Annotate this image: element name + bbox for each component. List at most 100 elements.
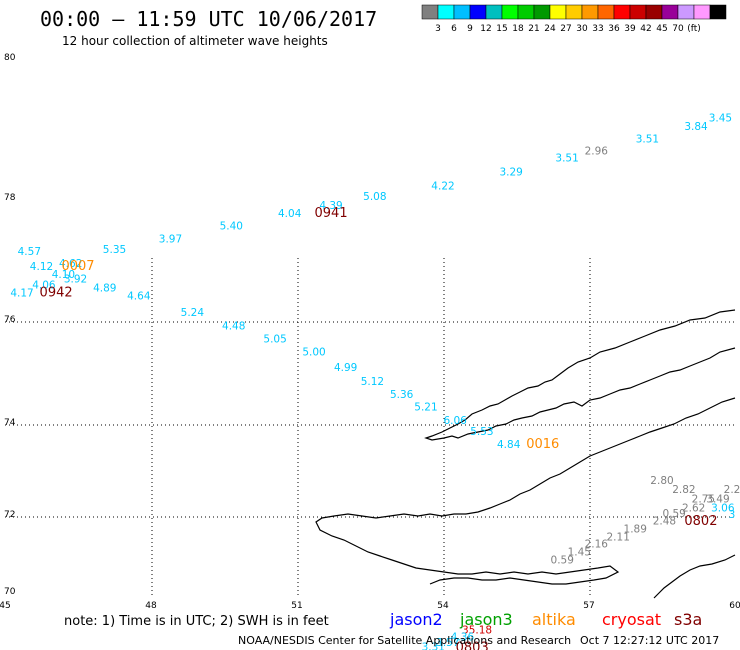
grid xyxy=(5,258,735,598)
pass-time-label: 0803 xyxy=(456,640,489,650)
wave-height-label: 4.64 xyxy=(127,290,151,302)
colorbar-swatch xyxy=(629,4,647,20)
colorbar-label: 36 xyxy=(608,24,620,34)
wave-height-labels: 3.453.84 3.51 2.96 3.51 3.29 4.22 5.08 4.390941… xyxy=(10,113,740,650)
colorbar: 3 6 9 12 15 18 21 24 27 30 33 36 39 42 45 70 (ft) xyxy=(421,4,727,34)
wave-height-label: 0.59 xyxy=(662,508,685,520)
colorbar-swatch xyxy=(501,4,519,20)
colorbar-swatch xyxy=(693,4,711,20)
colorbar-label: 3 xyxy=(435,24,441,34)
wave-height-label: 2.11 xyxy=(607,531,630,543)
coastline-east xyxy=(653,554,736,599)
colorbar-label: 18 xyxy=(512,24,524,34)
y-tick-label: 72 xyxy=(4,510,15,520)
y-tick-label: 78 xyxy=(4,193,16,203)
pass-time-label: 0941 xyxy=(315,206,348,221)
credit-text: NOAA/NESDIS Center for Satellite Applica… xyxy=(238,634,571,647)
wave-height-label: 4.22 xyxy=(431,181,454,193)
colorbar-swatch xyxy=(661,4,679,20)
colorbar-label: 9 xyxy=(467,24,473,34)
wave-height-label: 5.05 xyxy=(263,334,286,346)
x-tick-label: 45 xyxy=(0,601,11,611)
wave-height-label: 4.17 xyxy=(10,287,33,299)
timestamp-text: Oct 7 12:27:12 UTC 2017 xyxy=(580,634,719,647)
wave-height-label: 3.49 xyxy=(706,493,729,505)
map-subtitle: 12 hour collection of altimeter wave hei… xyxy=(62,34,328,48)
x-tick-label: 54 xyxy=(437,601,449,611)
wave-height-label: 4.84 xyxy=(497,439,521,451)
pass-time-label: 0942 xyxy=(40,285,73,300)
wave-height-label: 2.96 xyxy=(585,146,609,158)
wave-height-label: 3.92 xyxy=(64,273,87,285)
colorbar-swatch xyxy=(645,4,663,20)
wave-height-label: 5.53 xyxy=(470,426,493,438)
wave-height-label: 2.82 xyxy=(672,484,695,496)
x-tick-label: 51 xyxy=(291,601,302,611)
wave-height-label: 4.48 xyxy=(222,321,245,333)
colorbar-swatch xyxy=(485,4,503,20)
legend-cryosat: cryosat xyxy=(602,610,661,629)
map-frame: 45 48 51 54 57 60 80 78 76 74 72 70 3.453.84 3.51 2.… xyxy=(0,53,740,650)
pass-time-label: 0007 xyxy=(61,259,94,274)
colorbar-label: 21 xyxy=(528,24,539,34)
colorbar-swatch xyxy=(581,4,599,20)
wave-height-label: 5.40 xyxy=(220,220,243,232)
wave-height-label: 4.99 xyxy=(334,362,357,374)
wave-height-label: 1.89 xyxy=(624,523,647,535)
colorbar-swatch xyxy=(709,4,727,20)
wave-height-label: 3.06 xyxy=(711,502,735,514)
colorbar-label: 12 xyxy=(480,24,491,34)
colorbar-swatch xyxy=(453,4,471,20)
wave-height-label: 2.2 xyxy=(724,484,740,496)
colorbar-swatch xyxy=(421,4,439,20)
colorbar-label: 6 xyxy=(451,24,457,34)
legend-jason2: jason2 xyxy=(389,610,443,629)
x-tick-label: 57 xyxy=(583,601,594,611)
wave-height-label: 3 xyxy=(729,509,736,521)
colorbar-label: 45 xyxy=(656,24,667,34)
wave-height-label: 3.57 xyxy=(436,637,459,649)
wave-height-label: 3.45 xyxy=(709,113,732,125)
colorbar-swatch xyxy=(533,4,551,20)
wave-height-label: 2.80 xyxy=(650,475,673,487)
colorbar-swatch xyxy=(613,4,631,20)
legend-jason3: jason3 xyxy=(459,610,513,629)
colorbar-label: 15 xyxy=(496,24,507,34)
wave-height-label: 3.29 xyxy=(499,167,522,179)
wave-height-label: 5.08 xyxy=(363,191,386,203)
wave-height-label: 4.10 xyxy=(52,269,75,281)
colorbar-label: 30 xyxy=(576,24,588,34)
legend-altika: altika xyxy=(532,610,576,629)
wave-height-label: 4.89 xyxy=(93,283,116,295)
note-text: note: 1) Time is in UTC; 2) SWH is in fe… xyxy=(64,614,329,629)
colorbar-label: 27 xyxy=(560,24,571,34)
wave-height-label: 4.12 xyxy=(30,261,53,273)
colorbar-swatch xyxy=(565,4,583,20)
y-tick-label: 76 xyxy=(4,315,16,325)
wave-height-label: 0.59 xyxy=(551,555,574,567)
wave-height-label: 5.21 xyxy=(414,402,437,414)
wave-height-label: 4.04 xyxy=(278,208,302,220)
pass-time-label: 0802 xyxy=(684,514,717,529)
legend-s3a: s3a xyxy=(674,610,702,629)
wave-height-label: 4.62 xyxy=(59,258,82,270)
coastline-north-island xyxy=(424,309,736,441)
wave-height-label: 2.75 xyxy=(692,493,715,505)
wave-height-label: 3.84 xyxy=(684,121,708,133)
wave-height-label: 3.51 xyxy=(636,134,659,146)
wave-height-label: 2.62 xyxy=(682,502,705,514)
wave-height-label: 5.35 xyxy=(103,244,126,256)
colorbar-swatch xyxy=(469,4,487,20)
wave-height-label: 4.57 xyxy=(18,246,41,258)
colorbar-label: 70 xyxy=(672,24,684,34)
wave-height-label: 2.16 xyxy=(585,538,609,550)
colorbar-label: 42 xyxy=(640,24,651,34)
wave-height-label: 2.48 xyxy=(653,515,676,527)
wave-height-label: 6.06 xyxy=(443,415,467,427)
colorbar-label: 39 xyxy=(624,24,636,34)
y-tick-label: 80 xyxy=(4,53,16,63)
wave-height-label: 3.31 xyxy=(422,642,445,650)
wave-height-label: 4.06 xyxy=(32,279,56,291)
satellite-legend: jason2 jason3 altika cryosat s3a xyxy=(389,610,702,629)
